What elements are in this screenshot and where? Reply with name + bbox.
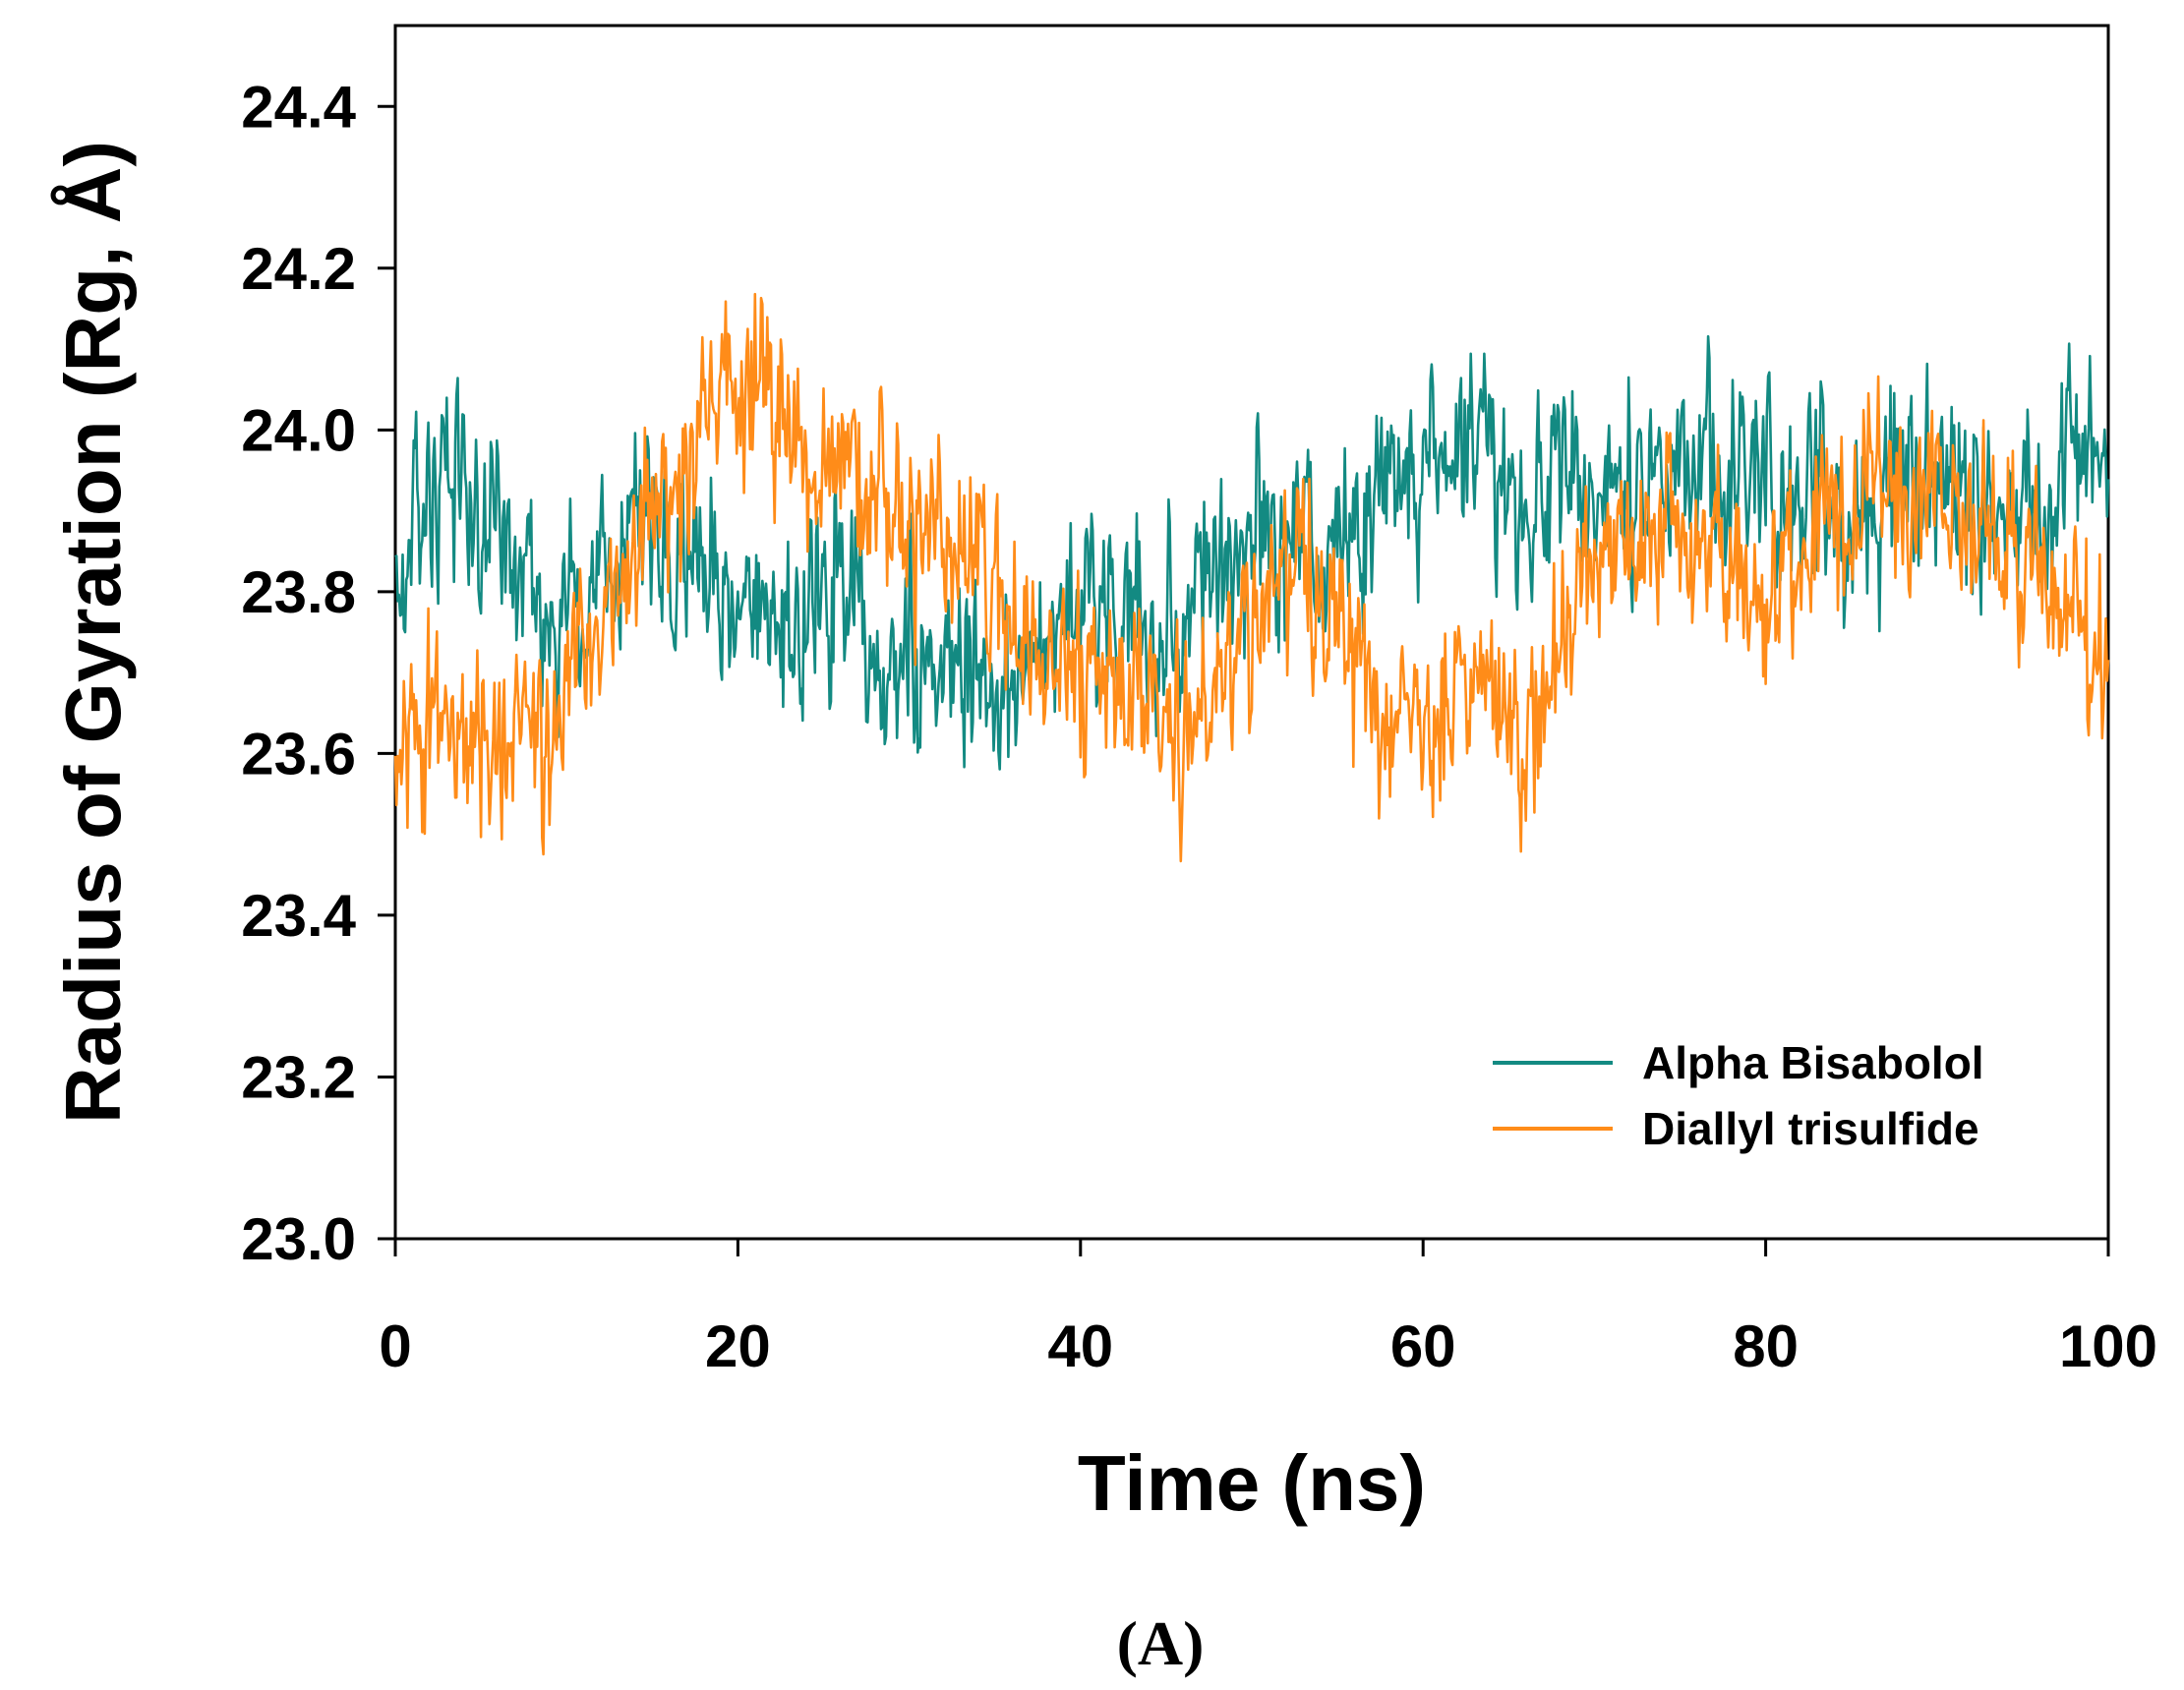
x-tick-label: 40 [1047,1313,1113,1379]
y-axis-title: Radius of Gyration (Rg, Å) [49,141,137,1124]
y-tick-label: 24.4 [241,74,356,140]
legend-label-alpha-bisabolol: Alpha Bisabolol [1642,1037,1984,1088]
x-tick-label: 100 [2059,1313,2157,1379]
plot-frame [393,24,2110,1241]
y-tick-label: 24.2 [241,236,356,302]
y-tick-label: 23.2 [241,1044,356,1110]
y-tick-label: 23.4 [241,883,356,949]
panel-label: (A) [1117,1608,1205,1678]
y-tick-label: 23.6 [241,721,356,787]
x-axis-title: Time (ns) [1078,1439,1426,1527]
y-tick-label: 23.8 [241,559,356,625]
x-tick-label: 80 [1733,1313,1799,1379]
y-axis: 23.0 23.2 23.4 23.6 23.8 24.0 24.2 24.4 [241,74,395,1272]
legend-label-diallyl-trisulfide: Diallyl trisulfide [1642,1103,1979,1154]
x-tick-label: 20 [705,1313,771,1379]
x-tick-label: 0 [379,1313,411,1379]
x-axis: 0 20 40 60 80 100 [379,1239,2157,1379]
series-layer [393,292,2110,863]
y-tick-label: 23.0 [241,1206,356,1272]
series-line-1 [393,292,2110,863]
x-tick-label: 60 [1390,1313,1456,1379]
legend: Alpha Bisabolol Diallyl trisulfide [1493,1037,1984,1154]
y-tick-label: 24.0 [241,397,356,463]
